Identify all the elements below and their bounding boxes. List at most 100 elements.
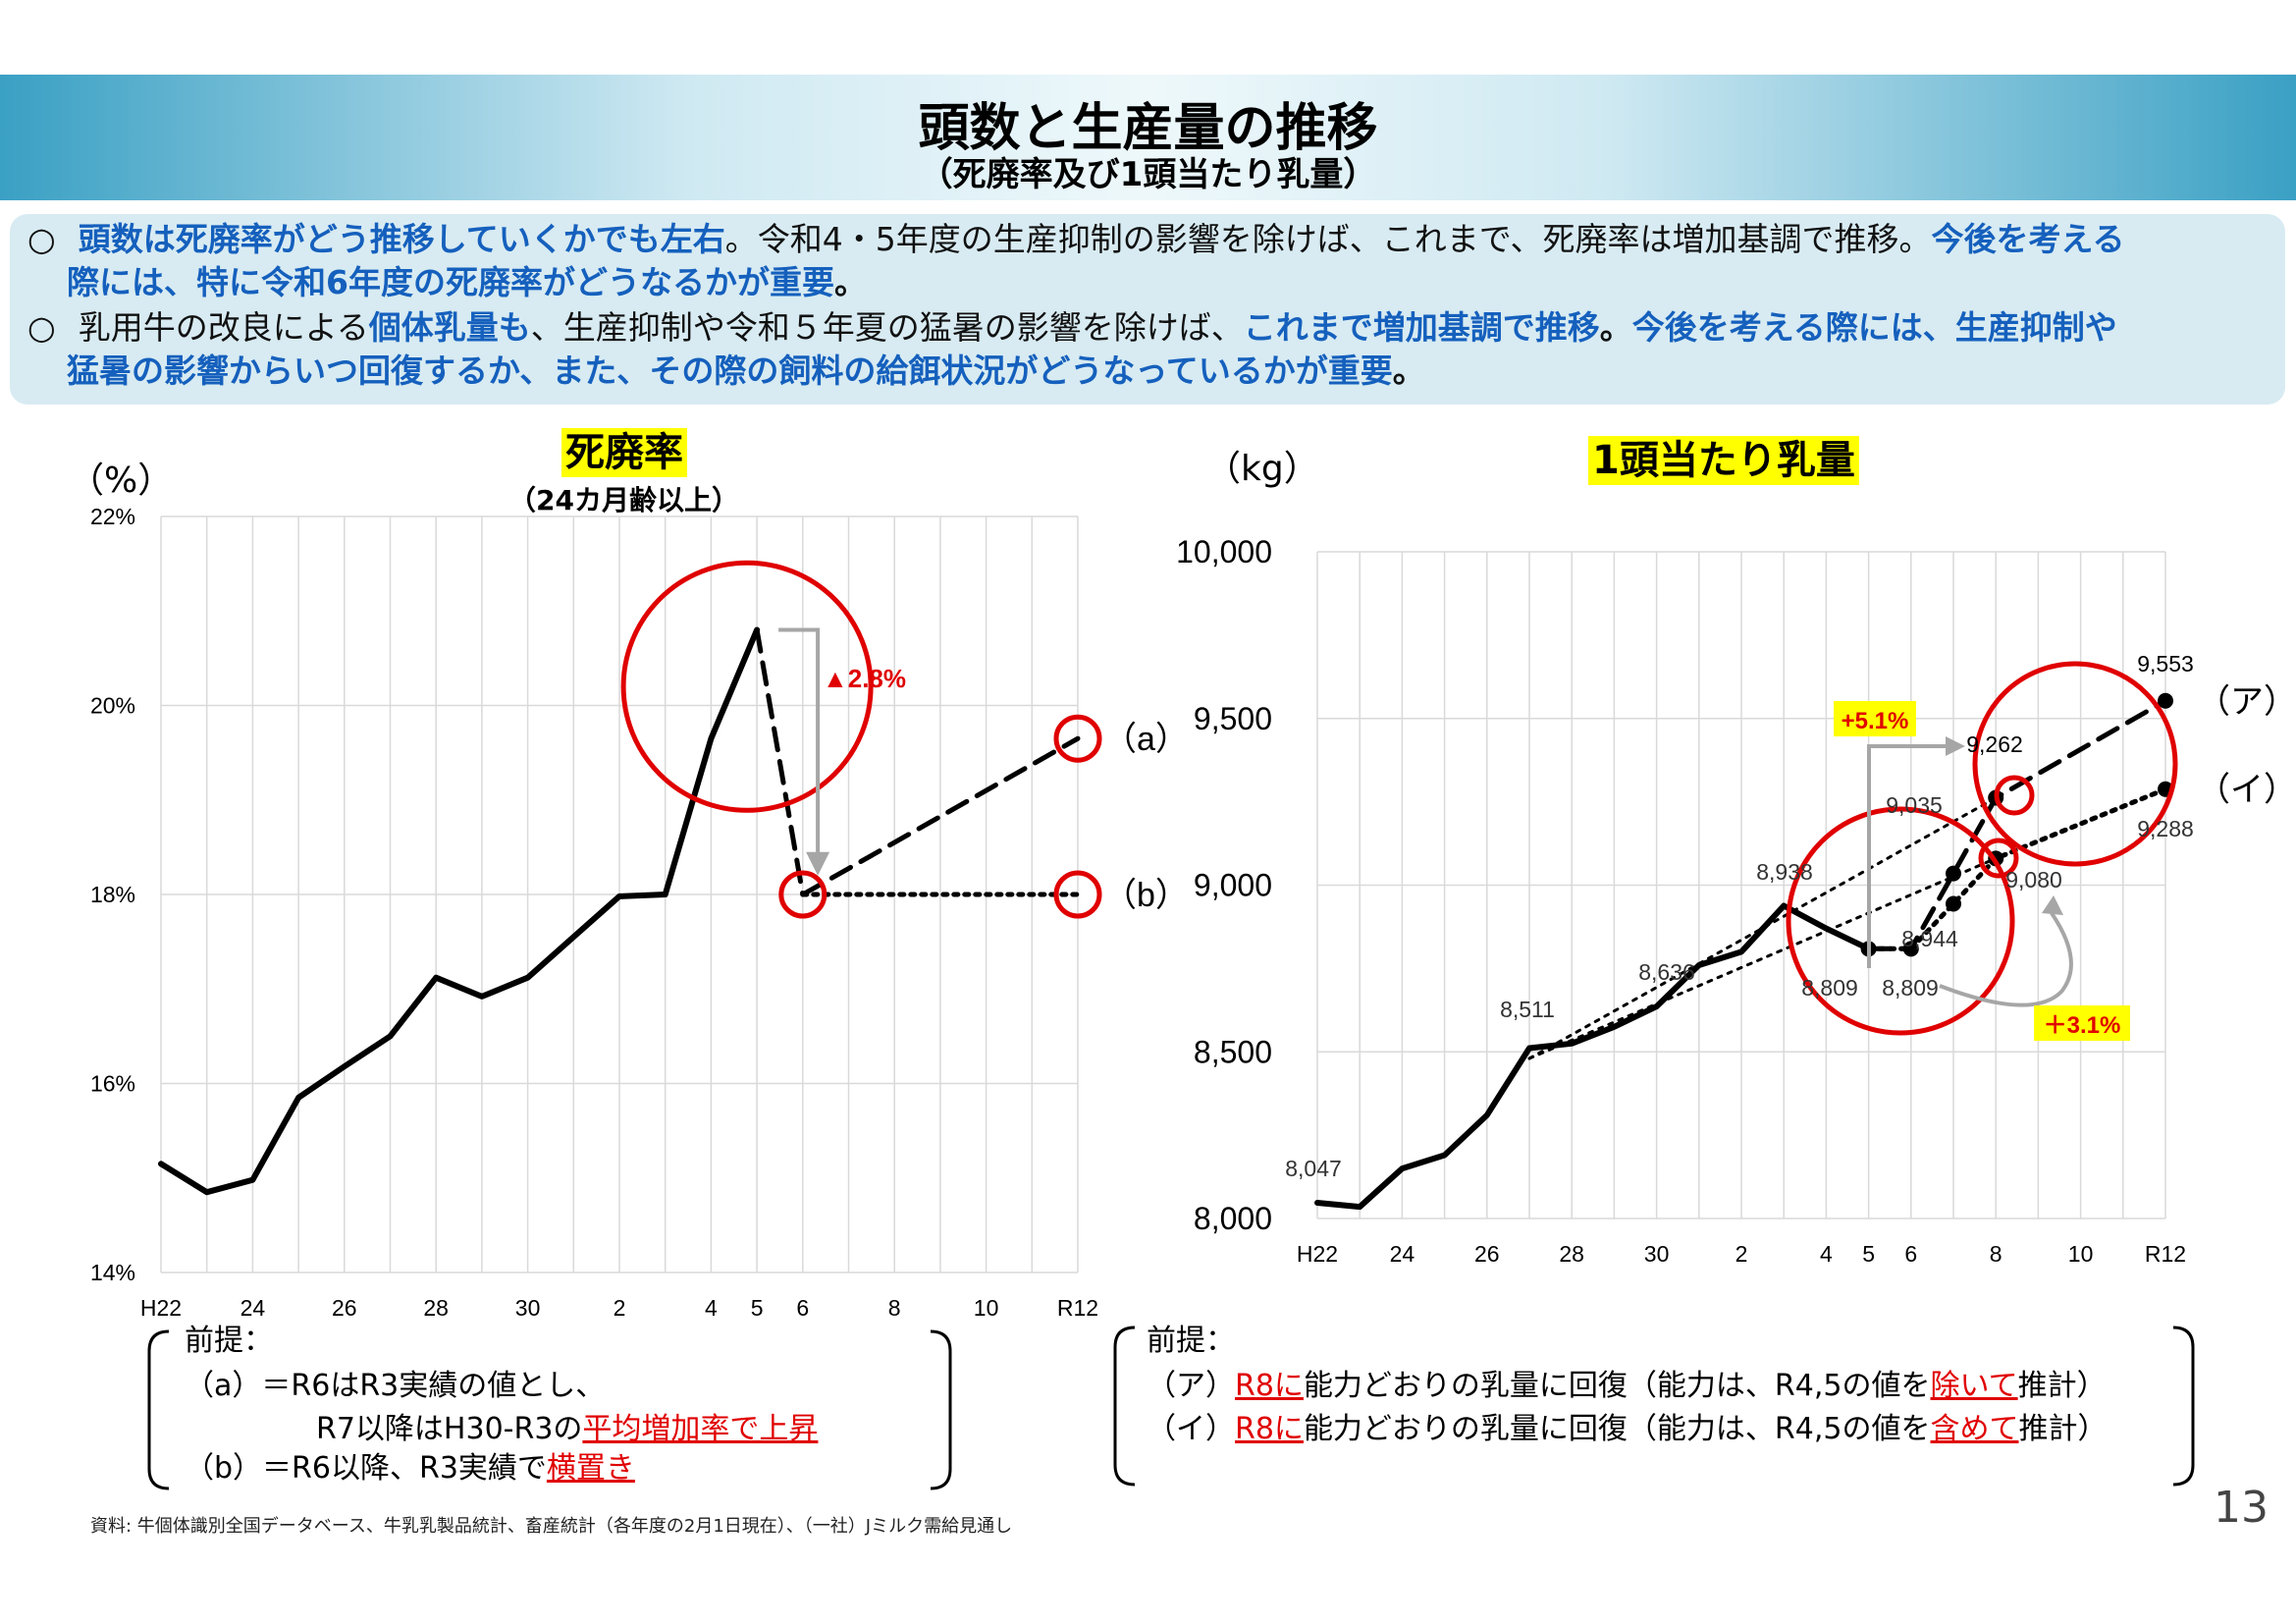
- y-tick-label: 9,000: [1194, 868, 1272, 903]
- note-emphasis: 平均増加率で上昇: [582, 1412, 819, 1446]
- data-point: [1946, 865, 1961, 882]
- annotation-box-top: [1834, 701, 1916, 736]
- summary-text: 今後を考える: [1931, 220, 2125, 258]
- y-tick-label: 14%: [90, 1260, 135, 1285]
- right-note-b: （イ）R8に能力どおりの乳量に回復（能力は、R4,5の値を含めて推計）: [1147, 1408, 2108, 1451]
- data-label: 9,080: [2005, 867, 2062, 893]
- right-chart-title: 1頭当たり乳量: [1588, 436, 1859, 485]
- note-text: 能力どおりの乳量に回復（能力は、R4,5の値を: [1303, 1369, 1931, 1403]
- highlight-circle: [1786, 806, 2015, 1036]
- y-tick-label: 8,500: [1194, 1034, 1272, 1069]
- x-tick-label: R12: [2145, 1241, 2186, 1267]
- bullet: ○: [27, 220, 56, 258]
- right-note-a: （ア）R8に能力どおりの乳量に回復（能力は、R4,5の値を除いて推計）: [1147, 1365, 2107, 1408]
- note-text: （ア）: [1147, 1369, 1235, 1403]
- x-tick-label: 28: [423, 1295, 449, 1321]
- y-tick-label: 18%: [90, 882, 135, 907]
- x-tick-label: 4: [1820, 1241, 1833, 1267]
- highlight-circle: [1053, 714, 1102, 763]
- data-label: 8,047: [1285, 1156, 1342, 1181]
- right-chart-unit: （kg）: [1205, 449, 1319, 489]
- y-tick-label: 20%: [90, 693, 135, 719]
- summary-line-1: ○ 頭数は死廃率がどう推移していくかでも左右。令和4・5年度の生産抑制の影響を除…: [27, 218, 2124, 261]
- x-tick-label: 2: [614, 1295, 626, 1321]
- note-emphasis: 横置き: [546, 1451, 635, 1486]
- y-tick-label: 16%: [90, 1071, 135, 1097]
- source-note: 資料: 牛個体識別全国データベース、牛乳乳製品統計、畜産統計（各年度の2月1日現…: [90, 1516, 1013, 1537]
- increase-arrow-bottom-head: [2042, 895, 2063, 915]
- series-line-2: [1866, 786, 2168, 951]
- x-tick-label: 4: [705, 1295, 718, 1321]
- y-tick-label: 10,000: [1176, 534, 1272, 569]
- left-chart-unit: （%）: [69, 460, 174, 501]
- left-note-a: （a）＝R6はR3実績の値とし、: [185, 1369, 606, 1403]
- x-tick-label: 8: [1990, 1241, 2002, 1267]
- x-tick-label: 6: [796, 1295, 809, 1321]
- summary-text: 猛暑の影響からいつ回復するか、また、その際の飼料の給餌状況がどうなっているかが重…: [67, 352, 1393, 390]
- x-tick-label: H22: [1297, 1241, 1338, 1267]
- y-tick-label: 8,000: [1194, 1201, 1272, 1236]
- x-tick-label: 30: [1644, 1241, 1670, 1267]
- data-label: 9,288: [2137, 816, 2194, 841]
- highlight-circle: [1994, 775, 2035, 816]
- summary-text: 乳用牛の改良による: [78, 308, 369, 347]
- page-title: 頭数と生産量の推移: [918, 99, 1378, 158]
- summary-text: 今後を考える際には、生産抑制や: [1631, 308, 2117, 347]
- highlight-circle: [1972, 661, 2178, 867]
- data-label: 8,511: [1500, 997, 1555, 1022]
- data-label: 9,553: [2137, 651, 2194, 677]
- x-tick-label: 2: [1735, 1241, 1748, 1267]
- note-text: 推計）: [2018, 1412, 2108, 1446]
- y-tick-label: 9,500: [1194, 701, 1272, 736]
- x-tick-label: 30: [515, 1295, 541, 1321]
- decrease-arrow: [778, 627, 821, 857]
- header-band: [0, 75, 2296, 200]
- increase-arrow-top-head: [1946, 736, 1965, 756]
- data-label: 9,035: [1886, 792, 1943, 818]
- note-text: R7以降はH30-R3の: [316, 1412, 583, 1446]
- data-label: 8,944: [1901, 926, 1958, 951]
- data-label: 9,262: [1966, 731, 2023, 757]
- series-line-4: [1527, 856, 1998, 1060]
- page-number: 13: [2214, 1483, 2269, 1533]
- summary-text: これまで増加基調で推移: [1243, 308, 1600, 347]
- summary-text: 際には、特に令和6年度の死廃率がどうなるかが重要: [67, 263, 834, 301]
- summary-line-3: ○ 乳用牛の改良による個体乳量も、生産抑制や令和５年夏の猛暑の影響を除けば、これ…: [27, 306, 2117, 350]
- x-tick-label: 10: [974, 1295, 999, 1321]
- note-emphasis: 含めて: [1930, 1412, 2019, 1446]
- bullet: ○: [27, 308, 56, 347]
- left-chart: 14%16%18%20%22%H22 24 26 28 30 2 4 5 6 8 10 R12（a）（…: [90, 504, 1189, 1321]
- x-tick-label: 8: [888, 1295, 901, 1321]
- note-text: 能力どおりの乳量に回復（能力は、R4,5の値を: [1303, 1412, 1931, 1446]
- series-label: （a）: [1103, 721, 1189, 758]
- data-label: 8,938: [1756, 859, 1813, 885]
- left-note-a2: R7以降はH30-R3の平均増加率で上昇: [316, 1408, 818, 1451]
- summary-box: [10, 214, 2285, 405]
- left-chart-title: 死廃率: [561, 428, 687, 477]
- note-emphasis: 除いて: [1930, 1369, 2018, 1403]
- note-text: 推計）: [2017, 1369, 2107, 1403]
- x-tick-label: 5: [751, 1295, 764, 1321]
- series-line-2: [800, 735, 1081, 897]
- note-emphasis: R8に: [1235, 1412, 1304, 1446]
- data-label: 8,809: [1801, 975, 1858, 1001]
- summary-text: 個体乳量も: [368, 308, 531, 347]
- x-tick-label: 26: [332, 1295, 357, 1321]
- series-label: （b）: [1103, 877, 1189, 914]
- summary-text: 頭数は死廃率がどう推移していくかでも左右: [78, 220, 725, 258]
- summary-line-2: 際には、特に令和6年度の死廃率がどうなるかが重要。: [67, 261, 867, 304]
- series-label: （ア）: [2197, 683, 2296, 721]
- annotation-increase-bottom: ＋3.1%: [2044, 1012, 2121, 1039]
- series-line-1: [1866, 698, 2168, 951]
- x-tick-label: 28: [1559, 1241, 1584, 1267]
- left-chart-subtitle: （24カ月齢以上）: [508, 484, 739, 516]
- y-tick-label: 22%: [90, 504, 135, 529]
- series-line-3: [1527, 796, 1998, 1060]
- note-text: （b）＝R6以降、R3実績で: [185, 1451, 547, 1486]
- data-label: 8,809: [1882, 975, 1939, 1001]
- x-tick-label: 24: [240, 1295, 266, 1321]
- data-point: [1946, 895, 1961, 912]
- left-note-head: 前提：: [185, 1324, 273, 1358]
